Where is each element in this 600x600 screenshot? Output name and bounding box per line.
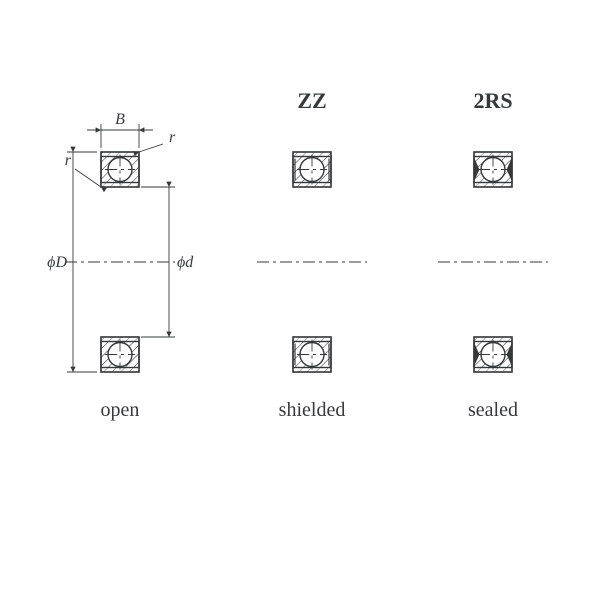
label-shielded: shielded: [279, 399, 346, 421]
label-open: open: [101, 399, 140, 421]
dim-r-lower: r: [65, 152, 72, 169]
dim-phid: ϕd: [177, 254, 194, 271]
bearing-sealed: [438, 152, 548, 372]
dim-r-upper: r: [169, 129, 176, 146]
label-zz: ZZ: [297, 88, 326, 113]
bearing-open: [65, 124, 175, 372]
label-2rs: 2RS: [473, 88, 512, 113]
label-sealed: sealed: [468, 399, 518, 421]
bearing-shielded: [257, 152, 367, 372]
dim-B: B: [115, 111, 125, 128]
dim-phiD: ϕD: [47, 254, 67, 271]
